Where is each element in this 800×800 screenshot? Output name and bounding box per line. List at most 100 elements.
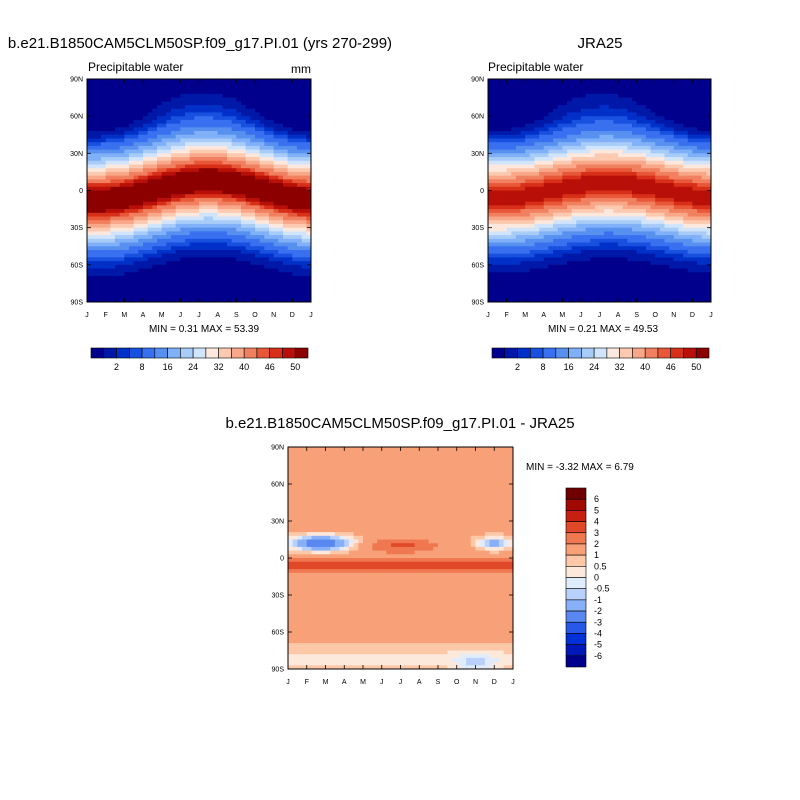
heatmap-cell <box>562 290 568 296</box>
heatmap-cell <box>529 227 536 232</box>
heatmap-cell <box>618 101 624 106</box>
heatmap-cell <box>283 283 289 288</box>
heatmap-cell <box>543 283 549 288</box>
heatmap-cell <box>543 227 549 232</box>
heatmap-cell <box>539 209 545 214</box>
heatmap-cell <box>585 86 591 91</box>
heatmap-cell <box>143 168 149 173</box>
heatmap-cell <box>534 223 540 229</box>
heatmap-cell <box>255 231 261 236</box>
heatmap-cell <box>175 298 181 302</box>
heatmap-cell <box>287 275 293 281</box>
heatmap-cell <box>506 264 512 270</box>
heatmap-cell <box>189 119 195 125</box>
heatmap-cell <box>492 93 498 99</box>
heatmap-cell <box>506 257 512 262</box>
x-tick-label: M <box>121 312 127 319</box>
heatmap-cell <box>245 275 251 281</box>
heatmap-cell <box>264 179 270 184</box>
heatmap-cell <box>129 246 135 251</box>
heatmap-cell <box>622 253 628 258</box>
heatmap-cell <box>166 86 172 91</box>
heatmap-cell <box>543 264 549 270</box>
heatmap-cell <box>87 86 93 91</box>
heatmap-cell <box>269 145 275 151</box>
heatmap-cell <box>171 275 177 281</box>
heatmap-cell <box>222 175 228 180</box>
heatmap-cell <box>543 194 549 199</box>
heatmap-cell <box>119 279 125 285</box>
heatmap-cell <box>157 134 163 140</box>
heatmap-cell <box>161 142 167 147</box>
heatmap-cell <box>580 108 587 114</box>
heatmap-cell <box>91 93 97 99</box>
heatmap-cell <box>259 298 265 302</box>
heatmap-cell <box>180 134 186 140</box>
heatmap-cell <box>604 134 610 140</box>
heatmap-cell <box>259 231 265 236</box>
heatmap-cell <box>488 86 494 91</box>
heatmap-cell <box>273 231 279 236</box>
heatmap-cell <box>110 160 116 166</box>
heatmap-cell <box>91 179 97 184</box>
heatmap-cell <box>539 153 545 158</box>
heatmap-cell <box>217 164 223 169</box>
heatmap-cell <box>636 235 642 240</box>
heatmap-cell <box>278 119 284 125</box>
heatmap-cell <box>283 223 289 229</box>
heatmap-cell <box>497 209 503 214</box>
heatmap-cell <box>622 246 628 251</box>
heatmap-cell <box>590 175 596 180</box>
heatmap-cell <box>194 123 200 128</box>
heatmap-cell <box>143 179 149 184</box>
heatmap-cell <box>618 235 624 240</box>
heatmap-cell <box>143 264 149 270</box>
heatmap-cell <box>548 223 554 229</box>
heatmap-cell <box>175 105 181 110</box>
heatmap-cell <box>269 201 275 206</box>
heatmap-cell <box>562 82 568 88</box>
heatmap-cell <box>227 93 233 99</box>
heatmap-cell <box>580 197 587 203</box>
heatmap-cell <box>278 86 284 91</box>
heatmap-cell <box>632 227 638 232</box>
heatmap-cell <box>185 257 191 262</box>
heatmap-cell <box>580 138 587 143</box>
heatmap-cell <box>157 90 163 95</box>
heatmap-cell <box>520 246 526 251</box>
heatmap-cell <box>562 97 568 102</box>
heatmap-cell <box>227 168 233 173</box>
heatmap-cell <box>604 279 610 285</box>
heatmap-cell <box>520 101 526 106</box>
heatmap-cell <box>576 238 582 244</box>
x-tick-label: A <box>141 312 146 319</box>
heatmap-cell <box>236 105 242 110</box>
heatmap-cell <box>91 149 97 154</box>
heatmap-cell <box>175 227 181 232</box>
heatmap-cell <box>576 131 582 136</box>
heatmap-cell <box>576 212 582 218</box>
heatmap-cell <box>171 127 177 132</box>
heatmap-cell <box>264 242 270 247</box>
heatmap-cell <box>199 123 205 128</box>
heatmap-cell <box>613 145 619 151</box>
heatmap-cell <box>511 294 517 299</box>
heatmap-cell <box>152 279 158 285</box>
heatmap-cell <box>539 138 545 143</box>
heatmap-cell <box>585 290 591 296</box>
heatmap-cell <box>119 149 125 154</box>
heatmap-cell <box>203 168 209 173</box>
heatmap-cell <box>497 90 503 95</box>
heatmap-cell <box>227 212 233 218</box>
heatmap-cell <box>515 168 522 173</box>
heatmap-cell <box>222 238 228 244</box>
heatmap-cell <box>287 79 293 84</box>
heatmap-cell <box>511 272 517 277</box>
heatmap-cell <box>157 294 163 299</box>
heatmap-cell <box>534 249 540 255</box>
heatmap-cell <box>119 261 125 266</box>
heatmap-cell <box>511 242 517 247</box>
heatmap-cell <box>87 179 93 184</box>
heatmap-cell <box>222 90 228 95</box>
heatmap-cell <box>213 97 219 102</box>
